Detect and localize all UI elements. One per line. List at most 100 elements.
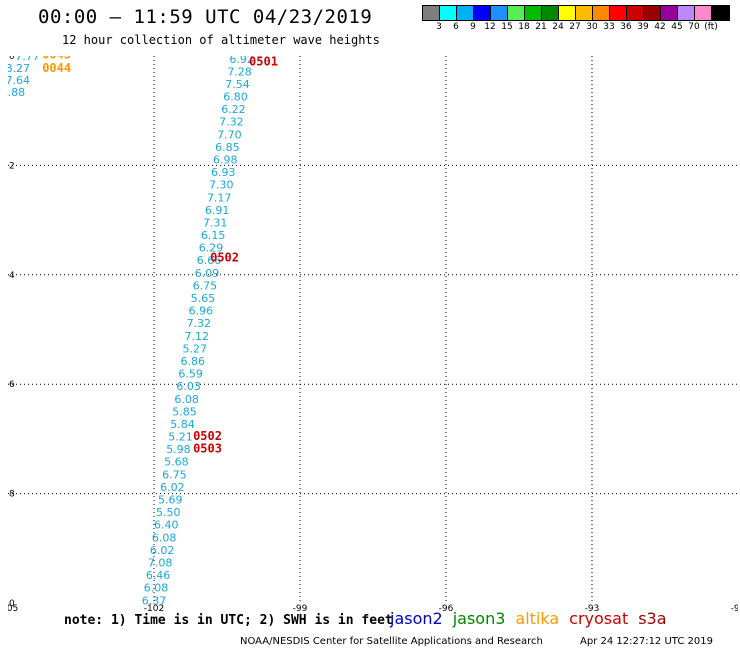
swh-value: 6.03 xyxy=(176,380,201,393)
swh-value: 7.08 xyxy=(148,556,173,569)
legend-swatch xyxy=(423,6,440,20)
swh-value: 6.96 xyxy=(189,305,214,318)
swh-value: 5.98 xyxy=(166,443,191,456)
footer-timestamp: Apr 24 12:27:12 UTC 2019 xyxy=(580,636,713,647)
page-title: 00:00 – 11:59 UTC 04/23/2019 xyxy=(38,6,373,28)
satellite-jason2: jason2 xyxy=(390,609,443,628)
pass-time-label: 0502 xyxy=(210,250,239,264)
swh-value: 7.64 xyxy=(8,74,30,87)
lat-tick-label: -26 xyxy=(8,380,15,390)
swh-value: 7.31 xyxy=(203,216,228,229)
legend-label: 36 xyxy=(620,22,632,32)
satellite-jason3: jason3 xyxy=(452,609,506,628)
swh-value: 5.68 xyxy=(164,456,189,469)
lon-tick-label: -105 xyxy=(8,604,18,611)
lat-tick-label: -20 xyxy=(8,56,15,62)
swh-value: 7.54 xyxy=(225,78,250,91)
legend-swatch xyxy=(491,6,508,20)
swh-value: 6.08 xyxy=(152,531,177,544)
swh-value: 6.92 xyxy=(229,56,254,66)
swh-value: 6.02 xyxy=(150,544,175,557)
swh-value: 8.27 xyxy=(8,62,30,75)
legend-swatch xyxy=(559,6,576,20)
swh-value: 5.50 xyxy=(156,506,181,519)
swh-value: 5.27 xyxy=(182,342,207,355)
legend-label: 27 xyxy=(569,22,581,32)
swh-value: 7.30 xyxy=(209,179,234,192)
swh-value: 7.28 xyxy=(227,65,252,78)
swh-value: 6.75 xyxy=(162,468,187,481)
swh-value: 6.66 xyxy=(197,254,222,267)
legend-label: 6 xyxy=(453,22,459,32)
lat-tick-label: -22 xyxy=(8,161,15,171)
legend-swatch xyxy=(474,6,491,20)
legend-label: 18 xyxy=(518,22,530,32)
swh-value: 6.91 xyxy=(205,204,230,217)
lat-tick-label: -28 xyxy=(8,490,15,500)
legend-label: 42 xyxy=(654,22,666,32)
swh-value: 6.98 xyxy=(213,153,238,166)
legend-swatch xyxy=(712,6,729,20)
satellite-altika: altika xyxy=(515,609,560,628)
legend-label: 21 xyxy=(535,22,547,32)
legend-swatch xyxy=(576,6,593,20)
legend-swatch xyxy=(508,6,525,20)
pass-time-label: 0044 xyxy=(42,61,71,75)
swh-value: 6.93 xyxy=(211,166,236,179)
legend-label: (ft) xyxy=(704,22,718,32)
legend-label: 45 xyxy=(671,22,683,32)
legend-label: 70 xyxy=(688,22,700,32)
swh-value: 7.12 xyxy=(185,330,210,343)
swh-value: 6.75 xyxy=(193,279,218,292)
legend-label: 9 xyxy=(470,22,476,32)
legend-label: 39 xyxy=(637,22,649,32)
legend-swatch xyxy=(610,6,627,20)
swh-value: 6.40 xyxy=(154,519,179,532)
pass-time-label: 0043 xyxy=(42,56,71,61)
pass-time-label: 0502 xyxy=(193,429,222,443)
swh-value: 6.46 xyxy=(146,569,171,582)
footer-credit: NOAA/NESDIS Center for Satellite Applica… xyxy=(240,636,543,647)
legend-label: 30 xyxy=(586,22,598,32)
swh-value: 7.88 xyxy=(8,86,25,99)
lon-tick-label: -93 xyxy=(585,604,600,611)
legend-swatch xyxy=(457,6,474,20)
swh-value: 5.84 xyxy=(170,418,195,431)
swh-value: 6.29 xyxy=(199,242,224,255)
legend-swatch xyxy=(593,6,610,20)
swh-value: 7.32 xyxy=(219,116,244,129)
legend-swatch xyxy=(644,6,661,20)
legend-swatch xyxy=(695,6,712,20)
legend-swatch xyxy=(542,6,559,20)
lon-tick-label: -99 xyxy=(293,604,308,611)
legend-label: 15 xyxy=(501,22,513,32)
legend-swatch xyxy=(661,6,678,20)
swh-value: 7.77 xyxy=(15,56,40,63)
legend-swatch xyxy=(627,6,644,20)
units-note: note: 1) Time is in UTC; 2) SWH is in fe… xyxy=(64,613,393,628)
swh-value: 6.85 xyxy=(215,141,240,154)
swh-value: 7.70 xyxy=(217,128,242,141)
legend-swatch xyxy=(678,6,695,20)
satellite-cryosat: cryosat xyxy=(569,609,629,628)
swh-value: 6.09 xyxy=(195,267,220,280)
page-subtitle: 12 hour collection of altimeter wave hei… xyxy=(62,33,380,47)
swh-value: 6.15 xyxy=(201,229,226,242)
swh-value: 5.85 xyxy=(172,405,197,418)
legend-label: 24 xyxy=(552,22,564,32)
pass-time-label: 0501 xyxy=(249,56,278,68)
lon-tick-label: -90 xyxy=(731,604,738,611)
swh-value: 6.86 xyxy=(180,355,205,368)
swh-value: 5.21 xyxy=(168,431,193,444)
swh-value: 6.59 xyxy=(178,368,203,381)
swh-value: 7.17 xyxy=(207,191,232,204)
swh-value: 6.22 xyxy=(221,103,246,116)
swh-value: 6.80 xyxy=(223,91,248,104)
satellite-s3a: s3a xyxy=(638,609,667,628)
wave-height-map: -105 -102 -99 -96 -93 -90 -20 -22 -24 -26 -28 -30 7.… xyxy=(8,56,738,611)
legend-swatch xyxy=(440,6,457,20)
legend-swatch xyxy=(525,6,542,20)
lon-tick-label: -96 xyxy=(439,604,454,611)
legend-label: 33 xyxy=(603,22,615,32)
